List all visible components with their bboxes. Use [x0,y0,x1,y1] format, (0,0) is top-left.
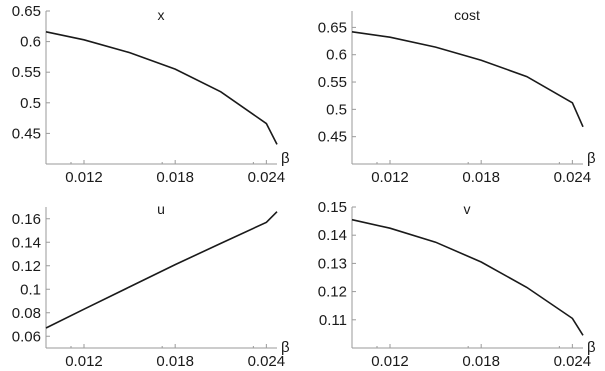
series-line-1 [351,31,584,128]
x-tick-label: 0.012 [371,169,409,186]
y-tick-label: 0.5 [20,95,41,112]
y-tick-label: 0.55 [318,74,347,91]
chart-panel-1: 0.012 0.018 0.024 0.45 0.5 0.55 0.6 0.65 x β [12,3,290,186]
x-tick-label: 0.018 [156,353,194,370]
y-tick-label: 0.65 [318,19,347,36]
panel-title: u [157,201,165,217]
y-tick-label: 0.45 [318,129,347,146]
y-tick-label: 0.11 [319,312,347,329]
y-tick-label: 0.6 [326,47,347,64]
y-tick-label: 0.12 [12,258,41,275]
series-line-1 [45,211,278,329]
y-tick-label: 0.15 [318,199,347,216]
panel-title: cost [454,7,480,23]
x-tick-label: 0.018 [156,169,194,186]
x-tick-label: 0.024 [248,169,286,186]
chart-panel-4: 0.012 0.018 0.024 0.11 0.12 0.13 0.14 0.15 v β [318,199,596,370]
y-tick-label: 0.1 [20,281,41,298]
y-tick-label: 0.08 [12,305,41,322]
y-tick-label: 0.65 [12,3,41,20]
y-tick-label: 0.5 [326,101,347,118]
x-tick-label: 0.024 [554,169,592,186]
series-line-1 [45,31,278,145]
x-tick-label: 0.024 [248,353,286,370]
y-tick-label: 0.55 [12,64,41,81]
x-axis-label: β [587,150,596,167]
x-tick-label: 0.024 [554,353,592,370]
chart-panel-2: 0.012 0.018 0.024 0.45 0.5 0.55 0.6 0.65 cost β [318,7,596,186]
panel-title: v [464,201,471,217]
y-tick-label: 0.6 [20,34,41,51]
x-tick-label: 0.018 [462,169,500,186]
chart-panel-3: 0.012 0.018 0.024 0.06 0.08 0.1 0.12 0.14 0.16 u β [12,201,290,370]
y-tick-label: 0.14 [12,234,41,251]
y-tick-label: 0.45 [12,125,41,142]
x-tick-label: 0.012 [65,353,103,370]
x-tick-label: 0.012 [371,353,409,370]
y-tick-label: 0.14 [318,227,347,244]
x-axis-label: β [281,150,290,167]
x-tick-label: 0.018 [462,353,500,370]
y-tick-label: 0.12 [318,284,347,301]
panel-title: x [158,7,165,23]
series-line-1 [351,218,584,336]
x-axis-label: β [281,339,290,356]
y-tick-label: 0.13 [318,255,347,272]
y-tick-label: 0.16 [12,211,41,228]
x-tick-label: 0.012 [65,169,103,186]
y-tick-label: 0.06 [12,328,41,345]
x-axis-label: β [587,339,596,356]
